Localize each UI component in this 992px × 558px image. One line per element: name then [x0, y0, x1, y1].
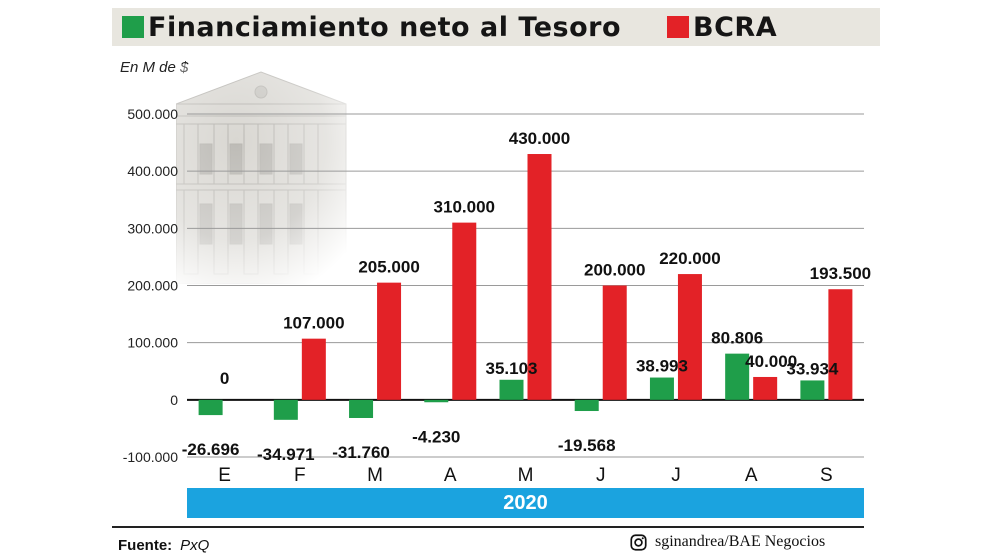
year-band: 2020 [187, 488, 864, 518]
value-label-treasury: -26.696 [182, 440, 240, 459]
credit-line: sginandrea/BAE Negocios [630, 533, 825, 551]
bar-bcra [828, 289, 853, 400]
bar-bcra [452, 222, 477, 400]
bar-bcra [753, 376, 778, 400]
bar-bcra [377, 282, 402, 400]
value-label-bcra: 40.000 [745, 352, 797, 371]
legend-red-swatch [667, 16, 690, 38]
credit-text: sginandrea/BAE Negocios [655, 533, 826, 550]
value-label-bcra: 430.000 [509, 129, 570, 148]
bar-bcra [301, 338, 326, 400]
category-label: M [518, 465, 534, 486]
bar-treasury [725, 353, 750, 400]
bar-treasury [198, 399, 223, 416]
source-line: Fuente: PxQ [118, 537, 209, 554]
value-label-treasury: -34.971 [257, 445, 315, 464]
bar-treasury [424, 399, 449, 403]
bar-treasury [800, 380, 825, 400]
bar-treasury [574, 399, 599, 412]
value-label-treasury: 35.103 [486, 359, 538, 378]
value-label-treasury: -31.760 [332, 443, 390, 462]
legend-label-treasury: Financiamiento neto al Tesoro [148, 11, 622, 43]
category-label: S [820, 465, 833, 486]
category-label: F [294, 465, 306, 486]
y-tick-label: 500.000 [127, 106, 178, 122]
legend-title-bar: Financiamiento neto al Tesoro BCRA [112, 8, 880, 46]
bar-bcra [527, 154, 552, 400]
value-label-treasury: 38.993 [636, 357, 688, 376]
bar-treasury [349, 399, 374, 418]
instagram-icon [630, 533, 647, 551]
y-tick-label: 0 [170, 392, 178, 408]
bar-treasury [273, 399, 298, 420]
value-label-bcra: 107.000 [283, 314, 344, 333]
legend-green-swatch [122, 16, 144, 38]
value-label-bcra: 0 [220, 369, 229, 388]
y-tick-label: 300.000 [127, 220, 178, 236]
value-label-treasury: 33.934 [786, 359, 839, 378]
footer-rule [112, 526, 864, 528]
bar-bcra [677, 274, 702, 400]
bar-treasury [499, 379, 524, 400]
value-label-bcra: 205.000 [358, 258, 419, 277]
y-tick-label: 400.000 [127, 163, 178, 179]
bar-bcra [602, 285, 627, 400]
y-tick-label: -100.000 [123, 449, 178, 465]
category-label: A [444, 465, 457, 486]
y-tick-label: 200.000 [127, 278, 178, 294]
value-label-bcra: 220.000 [659, 249, 720, 268]
category-label: J [596, 465, 606, 486]
y-tick-label: 100.000 [127, 335, 178, 351]
legend-label-bcra: BCRA [693, 11, 778, 43]
unit-label: En M de $ [120, 59, 189, 76]
central-bank-building-image [176, 64, 376, 284]
bar-treasury [649, 377, 674, 400]
category-label: A [745, 465, 758, 486]
value-label-treasury: 80.806 [711, 329, 763, 348]
value-label-treasury: -4.230 [412, 427, 460, 446]
source-value: PxQ [180, 537, 210, 554]
value-label-bcra: 310.000 [434, 198, 495, 217]
source-key: Fuente: [118, 537, 173, 554]
year-label: 2020 [503, 491, 548, 514]
value-label-treasury: -19.568 [558, 436, 616, 455]
value-label-bcra: 200.000 [584, 261, 645, 280]
category-label: E [218, 465, 231, 486]
category-label: M [367, 465, 383, 486]
value-label-bcra: 193.500 [810, 264, 871, 283]
category-label: J [671, 465, 681, 486]
